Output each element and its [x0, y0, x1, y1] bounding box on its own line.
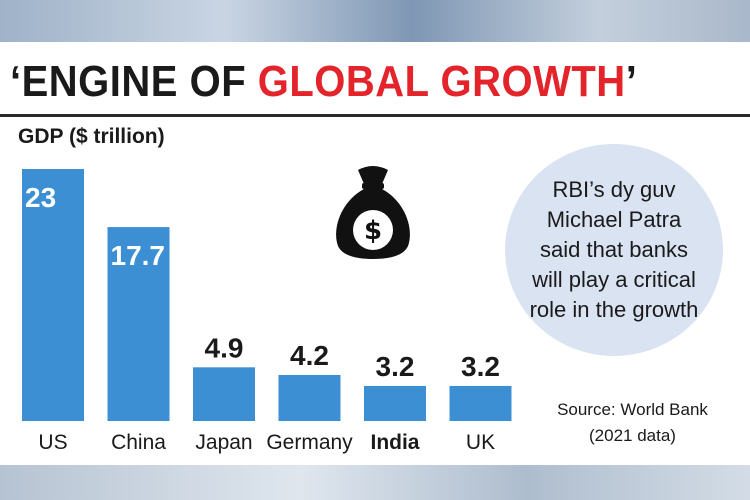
title-part-3: ’: [625, 58, 638, 106]
bar-us: [22, 169, 84, 421]
value-label-india: 3.2: [376, 351, 415, 382]
bar-india: [364, 385, 426, 421]
money-bag-icon: $: [336, 166, 410, 259]
background-photo-bottom: [0, 465, 750, 500]
value-label-china: 17.7: [111, 240, 166, 271]
bar-japan: [193, 367, 255, 421]
source-year: (2021 data): [589, 426, 676, 445]
value-label-germany: 4.2: [290, 340, 329, 371]
source-note: Source: World Bank (2021 data): [545, 397, 720, 449]
page-title: ‘ENGINE OF GLOBAL GROWTH’: [10, 56, 637, 108]
value-label-uk: 3.2: [461, 351, 500, 382]
category-label-india: India: [370, 431, 419, 454]
category-label-china: China: [111, 431, 166, 454]
callout-bubble: RBI’s dy guv Michael Patra said that ban…: [505, 144, 723, 356]
value-label-us: 23: [25, 182, 56, 213]
infographic-card: ‘ENGINE OF GLOBAL GROWTH’ GDP ($ trillio…: [0, 42, 750, 465]
title-divider: [0, 114, 750, 117]
callout-text: RBI’s dy guv Michael Patra said that ban…: [529, 177, 699, 322]
title-part-1: ‘ENGINE OF: [10, 58, 258, 106]
bar-chart: 23 US 17.7 China 4.9 Japan 4.2 Germany 3.2 India 3…: [22, 169, 512, 454]
category-label-japan: Japan: [195, 431, 252, 454]
bar-china: [107, 227, 170, 421]
category-label-us: US: [38, 431, 67, 454]
value-label-japan: 4.9: [205, 332, 244, 363]
y-axis-label: GDP ($ trillion): [18, 125, 165, 148]
background-photo-top: [0, 0, 750, 42]
bar-germany: [278, 374, 341, 421]
source-line: Source: World Bank: [557, 400, 708, 419]
title-highlight: GLOBAL GROWTH: [257, 58, 626, 106]
category-label-germany: Germany: [266, 431, 353, 454]
category-label-uk: UK: [466, 431, 495, 454]
bar-uk: [449, 385, 512, 421]
svg-text:$: $: [364, 216, 382, 246]
